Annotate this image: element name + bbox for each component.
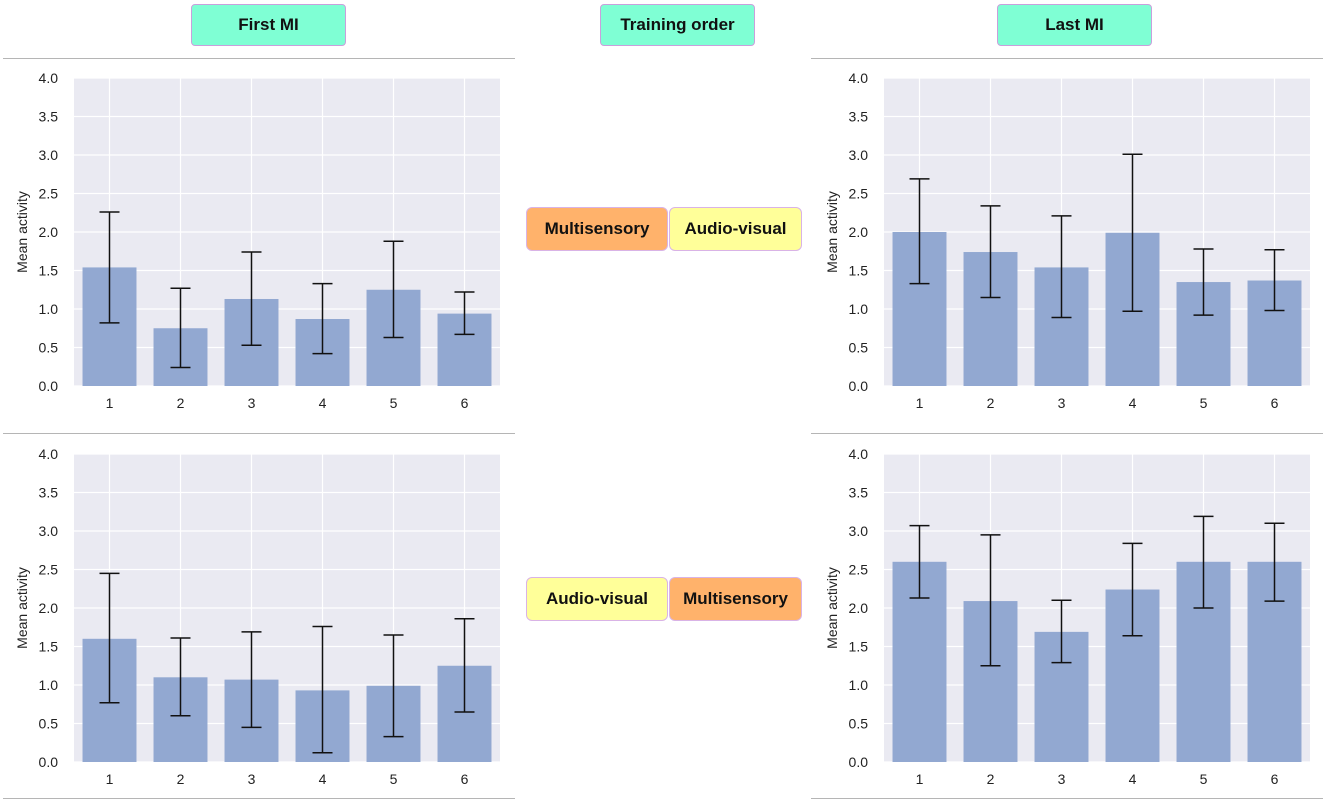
separator-left-middle bbox=[3, 433, 515, 434]
x-tick-label: 6 bbox=[1271, 771, 1279, 787]
separator-right-middle bbox=[811, 433, 1323, 434]
y-tick-label: 1.5 bbox=[849, 263, 869, 279]
header-last-mi: Last MI bbox=[997, 4, 1152, 46]
y-tick-label: 3.0 bbox=[39, 523, 59, 539]
y-tick-label: 0.0 bbox=[39, 378, 59, 394]
x-tick-label: 5 bbox=[390, 395, 398, 411]
chart-last-mi-top: 0.0 0.5 1.0 1.5 2.0 2.5 3.0 3.5 4.0 1 2 3 4 5 6 Mean ac… bbox=[824, 70, 1310, 411]
y-tick-label: 2.0 bbox=[849, 600, 869, 616]
y-tick-label: 2.0 bbox=[39, 600, 59, 616]
header-first-mi: First MI bbox=[191, 4, 346, 46]
y-tick-label: 2.5 bbox=[849, 186, 869, 202]
y-tick-label: 1.5 bbox=[39, 639, 59, 655]
y-tick-label: 0.0 bbox=[849, 378, 869, 394]
y-tick-label: 4.0 bbox=[39, 70, 59, 86]
y-axis-label: Mean activity bbox=[824, 191, 840, 273]
x-tick-label: 2 bbox=[987, 395, 995, 411]
order-tag-bottom-first: Audio-visual bbox=[526, 577, 668, 621]
y-tick-label: 2.0 bbox=[39, 224, 59, 240]
separator-left-bottom bbox=[3, 798, 515, 799]
x-tick-label: 1 bbox=[106, 771, 114, 787]
x-tick-label: 2 bbox=[177, 395, 185, 411]
x-tick-label: 5 bbox=[390, 771, 398, 787]
y-tick-label: 3.5 bbox=[849, 485, 869, 501]
x-tick-label: 1 bbox=[916, 771, 924, 787]
y-tick-label: 2.0 bbox=[849, 224, 869, 240]
y-tick-label: 1.0 bbox=[39, 301, 59, 317]
x-tick-label: 4 bbox=[1129, 771, 1137, 787]
x-tick-label: 2 bbox=[987, 771, 995, 787]
y-tick-label: 2.5 bbox=[39, 562, 59, 578]
x-tick-label: 3 bbox=[248, 771, 256, 787]
x-tick-label: 3 bbox=[248, 395, 256, 411]
y-tick-label: 3.5 bbox=[39, 109, 59, 125]
separator-right-top bbox=[811, 58, 1323, 59]
order-tag-bottom-second: Multisensory bbox=[669, 577, 802, 621]
x-tick-label: 6 bbox=[461, 771, 469, 787]
y-tick-label: 0.5 bbox=[39, 340, 59, 356]
x-tick-label: 1 bbox=[916, 395, 924, 411]
y-tick-label: 0.5 bbox=[849, 716, 869, 732]
y-tick-label: 3.5 bbox=[849, 109, 869, 125]
y-tick-label: 0.5 bbox=[39, 716, 59, 732]
x-tick-label: 2 bbox=[177, 771, 185, 787]
chart-last-mi-bottom: 0.0 0.5 1.0 1.5 2.0 2.5 3.0 3.5 4.0 1 2 3 4 5 6 Mean ac… bbox=[824, 446, 1310, 787]
y-tick-label: 1.0 bbox=[39, 677, 59, 693]
x-tick-label: 3 bbox=[1058, 395, 1066, 411]
y-tick-label: 1.0 bbox=[849, 677, 869, 693]
y-tick-label: 0.5 bbox=[849, 340, 869, 356]
x-tick-label: 4 bbox=[319, 771, 327, 787]
x-tick-label: 5 bbox=[1200, 771, 1208, 787]
y-tick-label: 1.5 bbox=[849, 639, 869, 655]
y-tick-label: 4.0 bbox=[849, 446, 869, 462]
x-tick-label: 4 bbox=[319, 395, 327, 411]
separator-left-top bbox=[3, 58, 515, 59]
y-tick-label: 1.0 bbox=[849, 301, 869, 317]
x-tick-label: 1 bbox=[106, 395, 114, 411]
y-axis-label: Mean activity bbox=[14, 567, 30, 649]
y-tick-label: 2.5 bbox=[39, 186, 59, 202]
x-tick-label: 6 bbox=[461, 395, 469, 411]
y-tick-label: 0.0 bbox=[39, 754, 59, 770]
order-tag-top-second: Audio-visual bbox=[669, 207, 802, 251]
header-training-order: Training order bbox=[600, 4, 755, 46]
y-tick-label: 1.5 bbox=[39, 263, 59, 279]
x-tick-label: 6 bbox=[1271, 395, 1279, 411]
x-tick-label: 3 bbox=[1058, 771, 1066, 787]
chart-first-mi-bottom: 0.0 0.5 1.0 1.5 2.0 2.5 3.0 3.5 4.0 1 2 3 4 5 6 Mean ac… bbox=[14, 446, 500, 787]
y-tick-label: 3.5 bbox=[39, 485, 59, 501]
y-tick-label: 4.0 bbox=[39, 446, 59, 462]
order-tag-top-first: Multisensory bbox=[526, 207, 668, 251]
y-tick-label: 3.0 bbox=[849, 523, 869, 539]
y-tick-label: 4.0 bbox=[849, 70, 869, 86]
y-tick-label: 3.0 bbox=[849, 147, 869, 163]
y-tick-label: 2.5 bbox=[849, 562, 869, 578]
y-tick-label: 0.0 bbox=[849, 754, 869, 770]
y-axis-label: Mean activity bbox=[824, 567, 840, 649]
y-axis-label: Mean activity bbox=[14, 191, 30, 273]
x-tick-label: 5 bbox=[1200, 395, 1208, 411]
y-tick-label: 3.0 bbox=[39, 147, 59, 163]
separator-right-bottom bbox=[811, 798, 1323, 799]
chart-first-mi-top: 0.0 0.5 1.0 1.5 2.0 2.5 3.0 3.5 4.0 1 2 3 4 5 6 Mean ac… bbox=[14, 70, 500, 411]
x-tick-label: 4 bbox=[1129, 395, 1137, 411]
